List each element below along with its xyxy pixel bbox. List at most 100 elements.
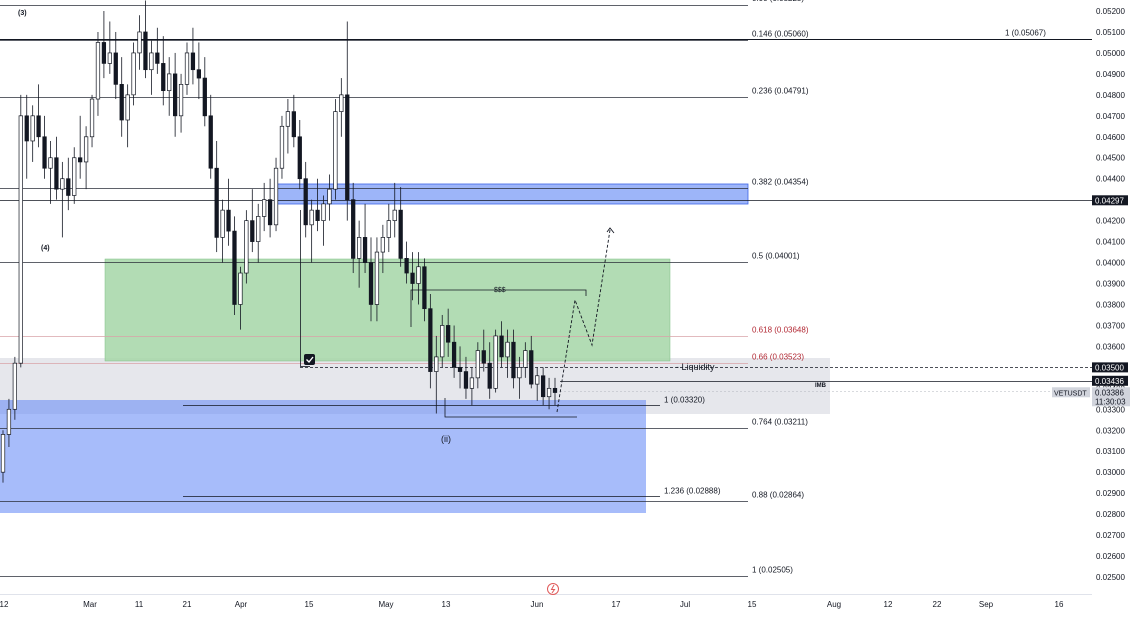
green-demand-zone [104,258,671,362]
candle [392,209,397,221]
candle [327,188,332,205]
candle [262,199,267,217]
wave-ii-bracket [444,398,577,418]
blue-demand-zone [0,400,646,513]
time-tick: Aug [827,600,841,609]
fib-label: 1 (0.02505) [752,566,793,575]
dollars-label: $$$ [494,287,506,294]
candle [30,115,35,142]
candle [137,31,142,54]
candle [95,42,101,100]
candle [339,94,344,112]
price-tick: 0.05100 [1096,28,1125,37]
candle [226,209,231,232]
candle [511,341,516,379]
candle [374,251,380,305]
candle [297,136,302,180]
price-axis[interactable] [1092,0,1133,594]
candle [273,167,279,226]
candle [428,308,433,372]
candle [89,98,95,138]
candle [172,73,178,117]
price-tick: 0.02800 [1096,510,1125,519]
projection-path [556,229,611,413]
candle [196,69,202,79]
candle [493,335,498,389]
price-tick: 0.04500 [1096,154,1125,163]
wave-ii-label: (ii) [441,434,451,444]
candle [463,371,469,389]
time-tick: Mar [83,600,97,609]
price-tick: 0.04400 [1096,175,1125,184]
candle [398,209,403,259]
candle [131,52,136,96]
ext-label: 1 (0.03320) [664,396,705,405]
fib-label: 0.764 (0.03211) [752,418,808,427]
price-tick: 0.03000 [1096,468,1125,477]
candle [238,272,243,305]
candle [499,335,504,358]
fib-label: 0.88 (0.02864) [752,491,804,500]
price-tick: 0.04800 [1096,91,1125,100]
time-tick: 15 [305,600,314,609]
ext-label: 1.236 (0.02888) [664,487,721,496]
price-tick: 0.02500 [1096,573,1125,582]
price-tick: 0.04200 [1096,217,1125,226]
price-tag [1092,375,1128,386]
candle [184,52,190,85]
candle [422,266,427,310]
candle [48,157,53,169]
candle [356,237,362,259]
candle [125,94,130,121]
price-tag-label: 0.04297 [1095,196,1124,205]
candle [18,115,23,364]
candle [386,220,391,238]
candle [416,266,421,284]
candle [101,42,107,64]
candle [333,111,338,190]
candle [190,52,196,71]
time-tick: Apr [235,600,248,609]
candle [469,377,475,389]
time-tick: Jun [531,600,544,609]
price-tick: 0.03300 [1096,405,1125,414]
price-tick: 0.03100 [1096,447,1125,456]
candle [54,157,59,190]
candle [232,230,237,305]
candle [279,125,285,169]
candle [285,111,291,127]
checkmark-icon [306,356,314,364]
time-tick: 12 [884,600,893,609]
candle [552,387,558,393]
candle [208,115,213,169]
candle [410,272,415,284]
candle [202,77,207,117]
candle [161,63,166,92]
candle [368,262,374,305]
candle [380,237,386,253]
candle [351,199,356,259]
candle [291,111,296,138]
fib-label-top: 0.00 (0.05225) [752,0,804,3]
price-tag [1092,362,1128,373]
price-tag-label: 0.03500 [1095,363,1124,372]
candle [78,157,83,163]
candle [481,350,486,364]
arrow-icon [606,227,615,234]
candle [250,220,255,242]
price-tick: 0.02900 [1096,489,1125,498]
symbol-tag [1052,387,1090,398]
price-tag-label: 0.03436 [1095,377,1124,386]
time-tick: Sep [979,600,994,609]
time-tick: 16 [1055,600,1064,609]
candle [457,367,463,372]
candle [256,216,261,242]
fib-label: 0.236 (0.04791) [752,87,809,96]
candle [244,220,249,274]
time-tick: May [378,600,393,609]
time-tick: 21 [183,600,192,609]
candle [72,157,77,196]
candle [540,375,546,398]
